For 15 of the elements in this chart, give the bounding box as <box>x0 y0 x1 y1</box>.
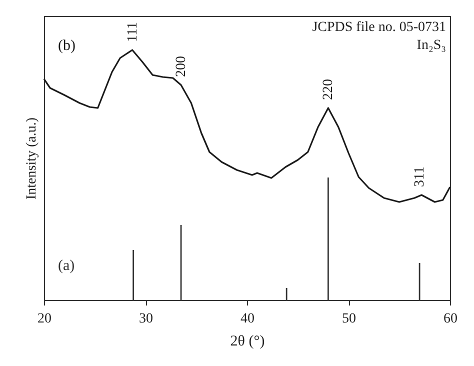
annotation: 200 <box>174 56 190 77</box>
series-label: (b) <box>58 38 76 54</box>
annotation: 311 <box>412 166 428 187</box>
annotation: 111 <box>125 22 140 42</box>
x-axis-title: 2θ (°) <box>230 334 265 350</box>
text: JCPDS file no. 05-0731 <box>312 20 446 35</box>
x-tick-label: 20 <box>38 312 52 326</box>
text: (a) <box>58 258 75 274</box>
y-axis-title: Intensity (a.u.) <box>24 117 40 200</box>
annotation: In₂S₃ <box>416 38 446 53</box>
x-tick-label: 60 <box>444 312 458 326</box>
x-tick-label: 30 <box>139 312 153 326</box>
x-tick-label: 50 <box>342 312 356 326</box>
annotation: 220 <box>321 79 336 100</box>
x-tick-label: 40 <box>240 312 254 326</box>
